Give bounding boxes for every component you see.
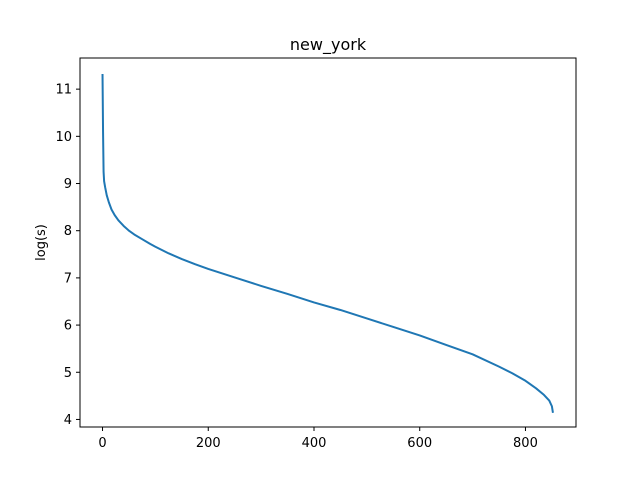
chart-title: new_york bbox=[290, 35, 367, 55]
y-tick-label: 11 bbox=[55, 83, 72, 98]
y-tick-label: 10 bbox=[55, 130, 72, 145]
series-layer bbox=[101, 74, 554, 413]
y-axis: 4 5 6 7 8 9 10 11 bbox=[55, 83, 80, 428]
x-tick-label: 400 bbox=[302, 436, 327, 451]
y-tick-label: 7 bbox=[64, 271, 72, 286]
x-tick-label: 200 bbox=[196, 436, 221, 451]
x-tick-label: 600 bbox=[407, 436, 432, 451]
series-line bbox=[101, 74, 554, 413]
y-tick-label: 4 bbox=[64, 413, 72, 428]
y-axis-label: log(s) bbox=[34, 224, 49, 261]
y-tick-label: 5 bbox=[64, 366, 72, 381]
plot-area-frame bbox=[79, 57, 577, 428]
y-tick-label: 6 bbox=[64, 319, 72, 334]
x-tick-label: 800 bbox=[513, 436, 538, 451]
y-tick-label: 8 bbox=[64, 224, 72, 239]
y-tick-label: 9 bbox=[64, 177, 72, 192]
x-axis: 0 200 400 600 800 bbox=[98, 427, 538, 451]
x-tick-label: 0 bbox=[98, 436, 106, 451]
